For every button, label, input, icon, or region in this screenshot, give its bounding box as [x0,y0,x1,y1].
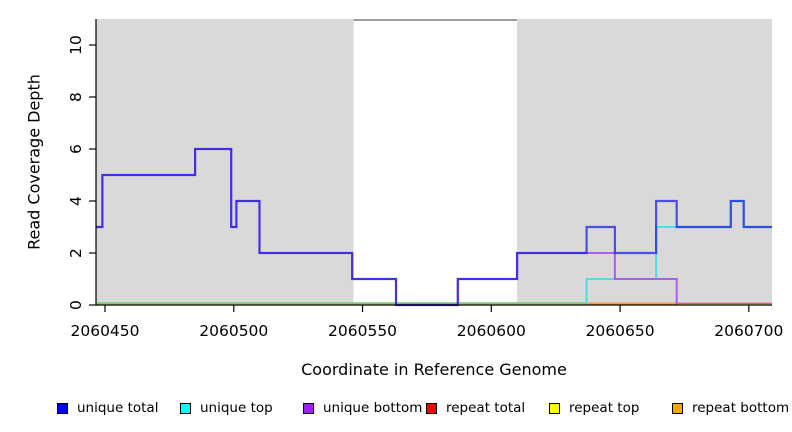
x-axis-title: Coordinate in Reference Genome [301,360,567,379]
x-tick-label: 2060700 [714,322,783,340]
x-tick-label: 2060500 [199,322,268,340]
y-tick-label: 2 [67,248,85,258]
legend-swatch-repeat-bottom [672,402,683,414]
covered-region-right [517,19,772,305]
y-tick-label: 4 [67,196,85,206]
legend-label: unique total [77,400,159,416]
legend: unique total unique top unique bottom re… [0,398,792,422]
legend-item-repeat-top: repeat top [549,398,639,418]
x-tick-label: 2060650 [586,322,655,340]
legend-label: repeat bottom [692,400,790,416]
legend-item-repeat-bottom: repeat bottom [672,398,789,418]
legend-item-unique-bottom: unique bottom [303,398,422,418]
y-tick-label: 0 [67,300,85,310]
covered-region-left [96,19,354,305]
x-tick-label: 2060450 [70,322,139,340]
legend-swatch-unique-top [180,402,191,414]
y-tick-label: 8 [67,92,85,102]
legend-label: repeat top [569,400,640,416]
plot-canvas: 2060450 2060500 2060550 2060600 2060650 20607… [67,19,783,340]
y-tick-label: 6 [67,144,85,154]
x-tick-label: 2060550 [328,322,397,340]
legend-label: repeat total [446,400,526,416]
legend-label: unique top [200,400,273,416]
uncovered-gap [353,19,518,305]
legend-item-unique-top: unique top [180,398,273,418]
y-axis-title: Read Coverage Depth [24,74,44,250]
legend-item-unique-total: unique total [57,398,158,418]
series-unique-total [96,147,772,307]
x-tick-label: 2060600 [457,322,526,340]
legend-item-repeat-total: repeat total [426,398,525,418]
legend-swatch-unique-bottom [303,402,314,414]
y-tick-label: 10 [67,35,85,55]
legend-swatch-repeat-total [426,402,437,414]
legend-label: unique bottom [323,400,423,416]
legend-swatch-unique-total [57,402,68,414]
legend-swatch-repeat-top [549,402,560,414]
